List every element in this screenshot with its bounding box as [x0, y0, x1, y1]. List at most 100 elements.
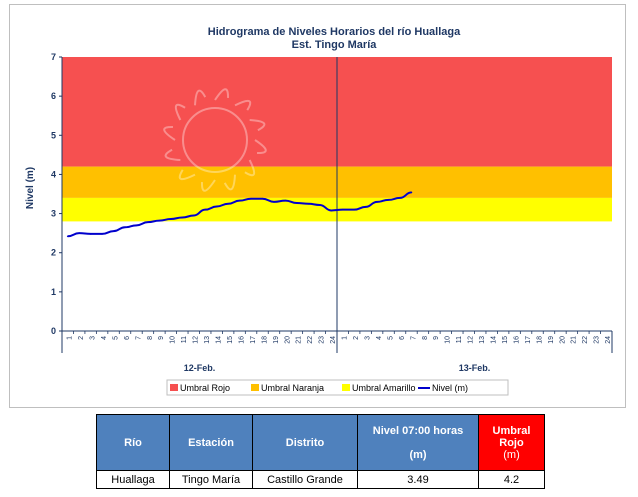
x-tick-label: 3: [364, 336, 371, 340]
x-tick-label: 20: [559, 336, 566, 344]
cell-umbral: 4.2: [478, 470, 545, 489]
hydrograph-chart: Hidrograma de Niveles Horarios del río H…: [25, 26, 613, 396]
data-point: [296, 202, 298, 204]
y-tick-label: 7: [51, 52, 56, 62]
x-tick-label: 7: [410, 336, 417, 340]
x-tick-label: 1: [342, 336, 349, 340]
data-point: [227, 202, 229, 205]
header-rio: Río: [96, 414, 170, 471]
legend-entry: Umbral Rojo: [180, 383, 230, 393]
x-tick-label: 22: [582, 336, 589, 344]
cell-distrito: Castillo Grande: [252, 470, 358, 489]
x-tick-label: 20: [284, 336, 291, 344]
data-point: [273, 201, 275, 203]
data-point: [89, 233, 92, 235]
x-tick-label: 13: [204, 336, 211, 344]
header-nivel-line1: Nivel 07:00 horas: [372, 424, 464, 437]
data-point: [135, 224, 138, 227]
header-estacion: Estación: [169, 414, 253, 471]
header-umbral-line2: Rojo: [499, 436, 524, 449]
x-tick-label: 9: [433, 336, 440, 340]
header-nivel: Nivel 07:00 horas (m): [357, 414, 479, 471]
x-tick-label: 5: [387, 336, 394, 340]
y-tick-label: 5: [51, 130, 56, 140]
x-tick-label: 15: [502, 336, 509, 344]
sun-ray-icon: [178, 169, 196, 181]
header-nivel-line2: (m): [409, 448, 427, 461]
day-label: 13-Feb.: [459, 363, 491, 373]
sun-ray-icon: [194, 89, 207, 106]
legend-swatch: [170, 384, 178, 391]
sun-ray-icon: [254, 139, 267, 155]
legend-entry: Umbral Naranja: [261, 383, 324, 393]
x-tick-label: 6: [124, 336, 131, 340]
sun-ray-icon: [234, 99, 252, 111]
sun-ray-icon: [249, 119, 266, 132]
x-tick-label: 16: [238, 336, 245, 344]
data-point: [307, 202, 310, 205]
sun-ray-icon: [200, 179, 216, 192]
cell-nivel: 3.49: [357, 470, 479, 489]
data-point: [376, 201, 378, 203]
sun-ray-icon: [163, 125, 176, 141]
x-tick-label: 11: [456, 336, 463, 343]
sun-ray-icon: [244, 159, 256, 177]
x-tick-label: 8: [147, 336, 154, 340]
data-point: [158, 219, 161, 222]
x-tick-label: 24: [605, 336, 612, 344]
x-tick-label: 18: [536, 336, 543, 344]
header-umbral-line1: Umbral: [492, 424, 531, 437]
header-umbral-line3: (m): [503, 448, 520, 461]
x-tick-label: 12: [193, 336, 200, 344]
data-point: [330, 209, 333, 212]
x-tick-label: 10: [170, 336, 177, 344]
sun-ray-icon: [164, 148, 181, 161]
data-point: [341, 208, 344, 211]
legend-swatch: [342, 384, 350, 391]
x-tick-label: 24: [330, 336, 337, 344]
data-point: [204, 208, 207, 211]
x-tick-label: 11: [181, 336, 188, 343]
data-point: [170, 218, 172, 220]
x-tick-label: 14: [216, 336, 223, 344]
data-point: [215, 205, 218, 208]
y-tick-label: 2: [51, 248, 56, 258]
table-row: Huallaga Tingo María Castillo Grande 3.4…: [96, 470, 545, 489]
x-tick-label: 17: [250, 336, 257, 344]
data-point: [364, 206, 367, 208]
station-table: Río Estación Distrito Nivel 07:00 horas …: [96, 414, 545, 489]
x-tick-label: 7: [135, 336, 142, 340]
x-tick-label: 2: [353, 336, 360, 340]
legend-swatch: [251, 384, 259, 391]
x-tick-label: 22: [307, 336, 314, 344]
data-point: [192, 214, 195, 217]
x-tick-label: 2: [78, 336, 85, 340]
y-tick-label: 3: [51, 209, 56, 219]
y-tick-label: 6: [51, 91, 56, 101]
data-point: [112, 230, 115, 232]
x-tick-label: 23: [594, 336, 601, 344]
x-tick-label: 19: [548, 336, 555, 344]
sun-ray-icon: [174, 103, 186, 121]
y-tick-label: 0: [51, 326, 56, 336]
data-point: [399, 197, 401, 199]
data-point: [78, 232, 80, 234]
cell-estacion: Tingo María: [169, 470, 253, 489]
legend-entry: Umbral Amarillo: [352, 383, 416, 393]
chart-subtitle: Est. Tingo María: [292, 39, 378, 51]
data-point: [261, 197, 264, 200]
x-tick-label: 9: [158, 336, 165, 340]
x-tick-label: 5: [112, 336, 119, 340]
x-tick-label: 10: [445, 336, 452, 344]
x-tick-label: 21: [571, 336, 578, 344]
x-tick-label: 15: [227, 336, 234, 344]
x-tick-label: 4: [376, 336, 383, 340]
sun-watermark-icon: [182, 107, 248, 173]
x-tick-label: 17: [525, 336, 532, 344]
x-tick-label: 8: [422, 336, 429, 340]
legend-box: [166, 379, 509, 396]
data-point: [238, 199, 241, 202]
x-tick-label: 4: [101, 336, 108, 340]
x-tick-label: 21: [296, 336, 303, 344]
y-axis-label: Nivel (m): [25, 167, 36, 209]
